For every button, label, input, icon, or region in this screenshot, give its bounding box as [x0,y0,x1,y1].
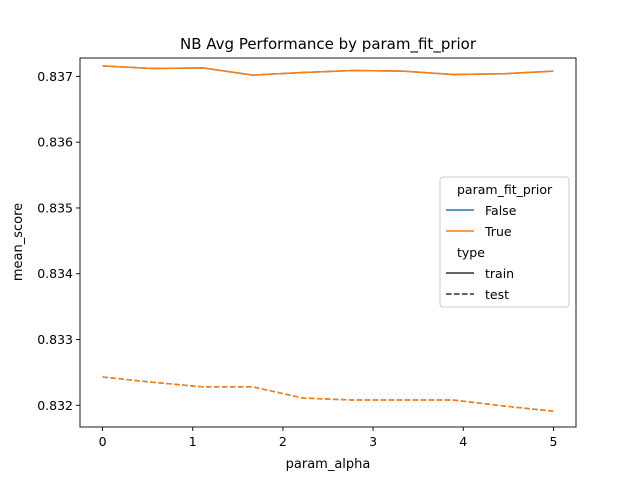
legend-test-label: test [485,287,509,302]
legend-hue-title: param_fit_prior [457,182,553,197]
series-lines [102,65,554,412]
x-tick-label: 2 [279,434,287,449]
series-line-true-train [102,65,554,76]
y-tick-label: 0.836 [37,135,73,150]
legend-train-label: train [485,266,514,281]
x-tick-label: 1 [189,434,197,449]
x-tick-label: 5 [549,434,557,449]
y-tick-label: 0.837 [37,69,73,84]
plot-area [79,57,577,428]
x-tick-label: 4 [459,434,467,449]
y-axis-ticks: 0.832 0.833 0.834 0.835 0.836 0.837 [37,69,80,413]
x-axis-label: param_alpha [286,457,371,472]
y-tick-label: 0.834 [37,266,73,281]
chart-title: NB Avg Performance by param_fit_prior [180,35,477,54]
legend-true-label: True [484,224,512,239]
legend: param_fit_prior False True type train te… [439,176,570,308]
x-tick-label: 3 [369,434,377,449]
series-line-true-test [102,376,554,412]
legend-false-label: False [485,203,517,218]
legend-style-title: type [457,245,485,260]
x-axis-ticks: 0 1 2 3 4 5 [99,427,557,449]
y-tick-label: 0.833 [37,332,73,347]
y-tick-label: 0.832 [37,398,73,413]
y-axis-label: mean_score [11,203,26,281]
y-tick-label: 0.835 [37,200,73,215]
x-tick-label: 0 [99,434,107,449]
